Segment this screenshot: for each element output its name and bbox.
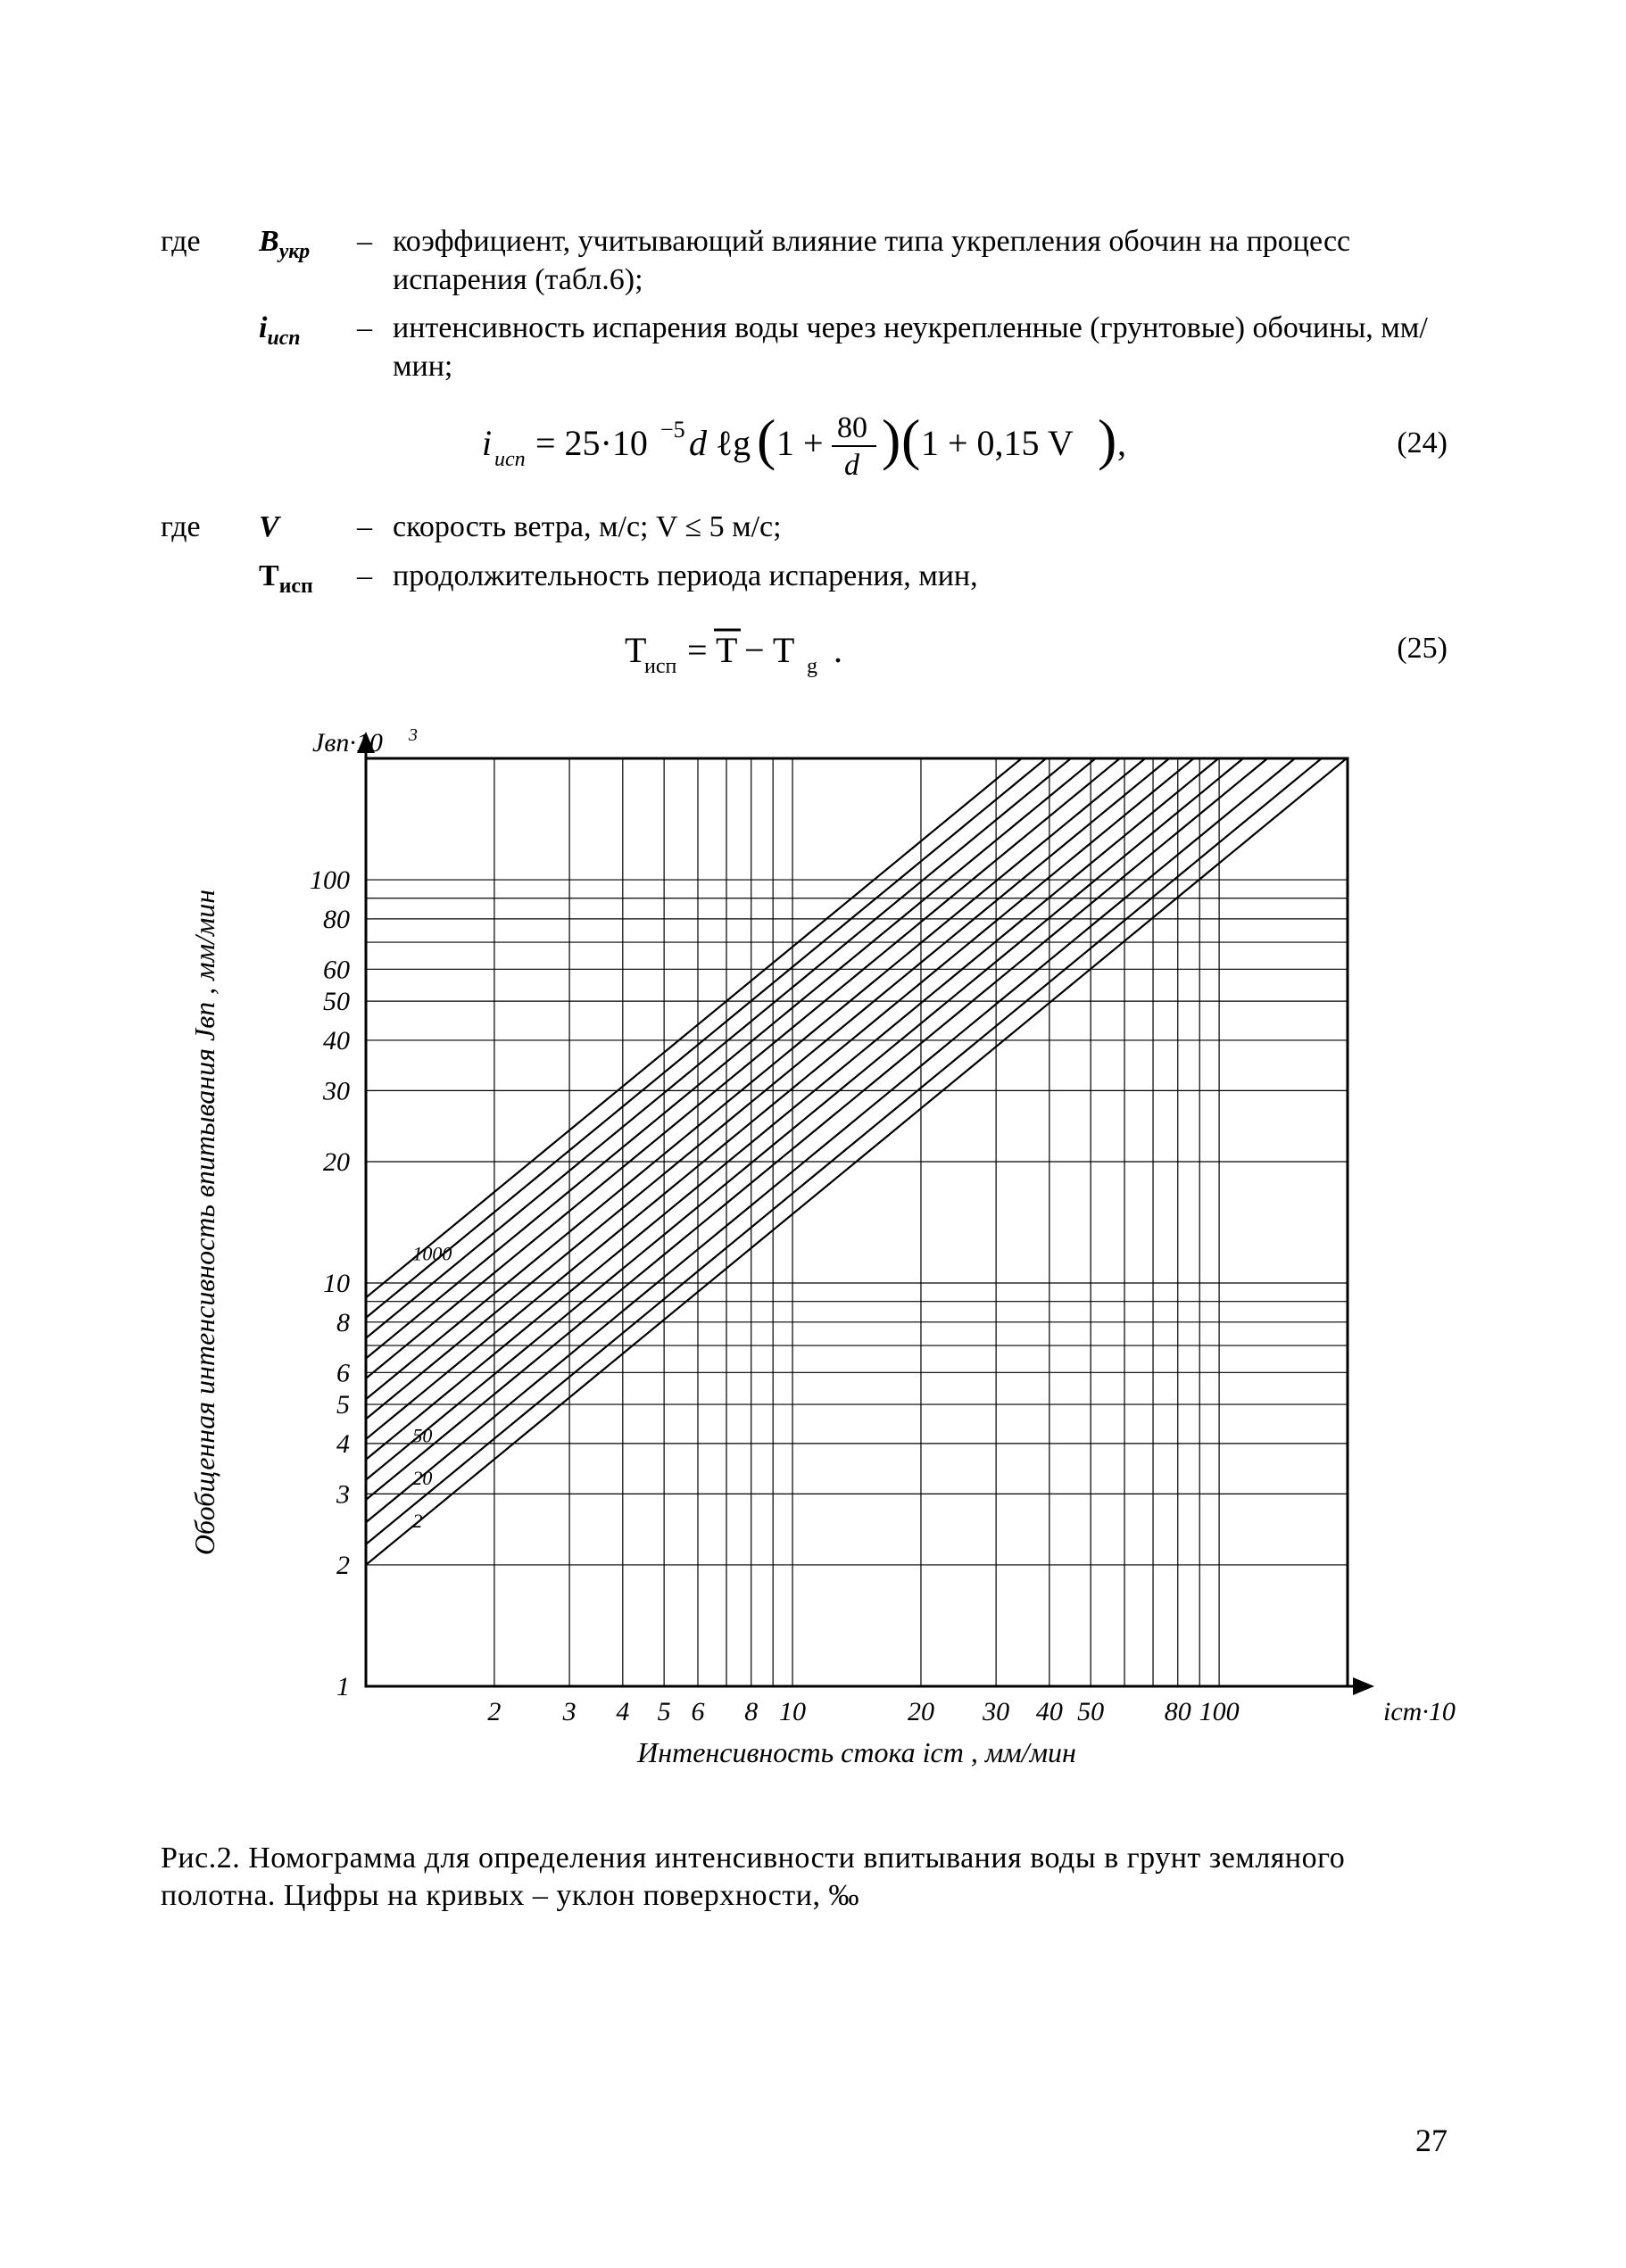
svg-text:1000: 1000 bbox=[412, 1242, 452, 1264]
svg-text:iст·10: iст·10 bbox=[1383, 1697, 1456, 1726]
svg-text:10: 10 bbox=[779, 1697, 806, 1726]
lead-word: где bbox=[161, 223, 259, 261]
dash: – bbox=[357, 223, 393, 261]
svg-text:20: 20 bbox=[323, 1147, 350, 1177]
svg-text:исп: исп bbox=[644, 655, 676, 678]
svg-text:Jвп·10: Jвп·10 bbox=[312, 728, 383, 757]
equation-25-number: (25) bbox=[1340, 630, 1465, 668]
svg-text:80: 80 bbox=[837, 411, 867, 444]
def-t-isp: Tисп – продолжительность периода испарен… bbox=[161, 558, 1465, 600]
svg-text:ℓg: ℓg bbox=[716, 423, 751, 463]
svg-text:.: . bbox=[834, 630, 842, 670]
svg-text:T: T bbox=[625, 630, 646, 670]
svg-text:(: ( bbox=[901, 408, 920, 471]
svg-text:3: 3 bbox=[336, 1479, 350, 1509]
svg-text:− T: − T bbox=[744, 630, 794, 670]
svg-text:i: i bbox=[482, 423, 492, 463]
svg-text:d: d bbox=[689, 423, 708, 463]
equation-24: i исп = 25·10 −5 d ℓg ( 1 + 80 d ) ( 1 +… bbox=[161, 403, 1465, 484]
svg-text:30: 30 bbox=[322, 1076, 350, 1105]
svg-text:): ) bbox=[1098, 408, 1116, 471]
svg-text:20: 20 bbox=[412, 1467, 432, 1489]
svg-text:g: g bbox=[807, 655, 817, 678]
svg-text:50: 50 bbox=[412, 1425, 432, 1447]
svg-text:5: 5 bbox=[658, 1697, 671, 1726]
def-i-isp-text: интенсивность испарения воды через неук­… bbox=[393, 310, 1465, 385]
page: где Bукр – коэффициент, учитывающий влия… bbox=[0, 0, 1626, 2268]
svg-text:5: 5 bbox=[336, 1390, 350, 1420]
svg-text:1: 1 bbox=[336, 1672, 350, 1701]
def-v-text: скорость ветра, м/с; V ≤ 5 м/с; bbox=[393, 509, 1465, 547]
svg-text:d: d bbox=[844, 449, 860, 482]
svg-text:8: 8 bbox=[336, 1308, 350, 1337]
svg-text:3: 3 bbox=[562, 1697, 577, 1726]
svg-text:= 25·10: = 25·10 bbox=[535, 423, 648, 463]
svg-text:6: 6 bbox=[336, 1358, 350, 1387]
svg-text:4: 4 bbox=[336, 1429, 350, 1459]
svg-text:6: 6 bbox=[691, 1697, 704, 1726]
equation-25: T исп = T − T g . (25) bbox=[161, 617, 1465, 680]
svg-text:10: 10 bbox=[323, 1269, 350, 1298]
symbol-t-isp: Tисп bbox=[259, 558, 357, 600]
svg-text:100: 100 bbox=[1199, 1697, 1240, 1726]
def-t-isp-text: продолжительность периода испарения, мин… bbox=[393, 558, 1465, 596]
definitions-block-2: где V – скорость ветра, м/с; V ≤ 5 м/с; … bbox=[161, 509, 1465, 600]
nomogram-chart: 2205010002345681020304050801001234568102… bbox=[161, 705, 1464, 1811]
symbol-b-ukr: Bукр bbox=[259, 223, 357, 266]
svg-text:40: 40 bbox=[323, 1026, 350, 1055]
lead-word-2: где bbox=[161, 509, 259, 547]
def-i-isp: iисп – интенсивность испарения воды чере… bbox=[161, 310, 1465, 385]
svg-text:1 +: 1 + bbox=[776, 423, 824, 463]
def-b-ukr-text: коэффициент, учитывающий влияние типа ук… bbox=[393, 223, 1465, 299]
svg-text:2: 2 bbox=[487, 1697, 501, 1726]
svg-text:50: 50 bbox=[323, 987, 350, 1016]
page-number: 27 bbox=[1415, 2121, 1448, 2161]
svg-text:8: 8 bbox=[744, 1697, 758, 1726]
svg-text:80: 80 bbox=[323, 905, 350, 934]
svg-text:50: 50 bbox=[1077, 1697, 1104, 1726]
def-b-ukr: где Bукр – коэффициент, учитывающий влия… bbox=[161, 223, 1465, 299]
equation-24-body: i исп = 25·10 −5 d ℓg ( 1 + 80 d ) ( 1 +… bbox=[482, 403, 1340, 484]
svg-text:2: 2 bbox=[336, 1551, 350, 1580]
equation-24-number: (24) bbox=[1340, 425, 1465, 463]
svg-text:30: 30 bbox=[982, 1697, 1009, 1726]
svg-text:20: 20 bbox=[908, 1697, 934, 1726]
svg-text:=: = bbox=[687, 630, 708, 670]
svg-text:(: ( bbox=[757, 408, 776, 471]
svg-text:1 + 0,15 V: 1 + 0,15 V bbox=[921, 423, 1074, 463]
svg-text:100: 100 bbox=[310, 865, 350, 895]
svg-text:исп: исп bbox=[494, 448, 526, 471]
svg-text:40: 40 bbox=[1036, 1697, 1063, 1726]
svg-text:80: 80 bbox=[1165, 1697, 1191, 1726]
figure-2: 2205010002345681020304050801001234568102… bbox=[161, 705, 1465, 1822]
svg-text:T: T bbox=[716, 630, 737, 670]
svg-text:4: 4 bbox=[616, 1697, 629, 1726]
symbol-i-isp: iисп bbox=[259, 310, 357, 352]
svg-text:,: , bbox=[1117, 423, 1124, 463]
svg-text:−5: −5 bbox=[660, 417, 685, 443]
equation-25-body: T исп = T − T g . bbox=[625, 617, 1340, 680]
svg-text:2: 2 bbox=[412, 1510, 422, 1532]
definitions-block-1: где Bукр – коэффициент, учитывающий влия… bbox=[161, 223, 1465, 385]
symbol-v: V bbox=[259, 509, 357, 547]
svg-text:Обобщенная интенсивность впиты: Обобщенная интенсивность впитывания Jвп … bbox=[188, 890, 220, 1555]
figure-2-caption: Рис.2. Номограмма для определения интенс… bbox=[161, 1840, 1465, 1916]
svg-text:3: 3 bbox=[408, 725, 418, 745]
svg-text:): ) bbox=[882, 408, 900, 471]
svg-text:60: 60 bbox=[323, 955, 350, 984]
def-v: где V – скорость ветра, м/с; V ≤ 5 м/с; bbox=[161, 509, 1465, 547]
svg-text:Интенсивность стока iст , мм/м: Интенсивность стока iст , мм/мин bbox=[636, 1736, 1076, 1768]
